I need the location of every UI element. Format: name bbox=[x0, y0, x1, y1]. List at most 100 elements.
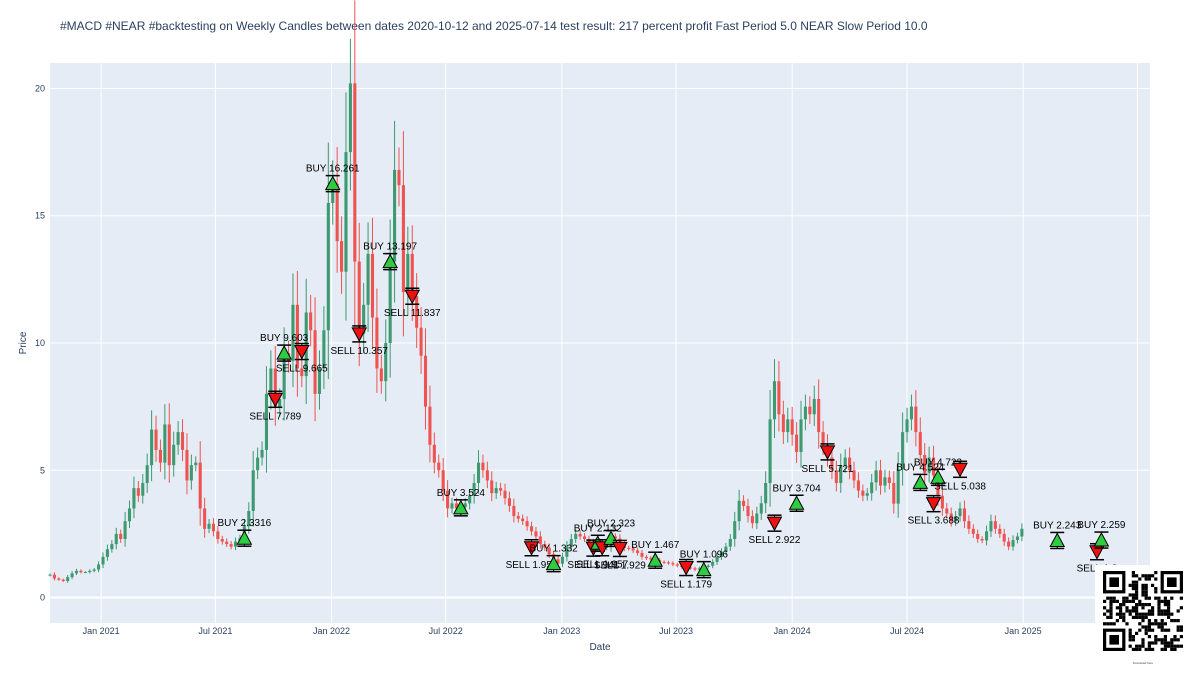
sell-marker bbox=[594, 541, 611, 556]
candle-body bbox=[967, 521, 971, 529]
candle-body bbox=[901, 432, 905, 470]
candle-body bbox=[786, 419, 790, 433]
qr-module bbox=[1157, 596, 1161, 600]
qr-module bbox=[1122, 612, 1126, 616]
qr-module bbox=[1138, 622, 1142, 626]
buy-marker bbox=[1049, 532, 1066, 547]
qr-module bbox=[1157, 606, 1161, 610]
candle-body bbox=[476, 462, 481, 483]
y-axis-title: Price bbox=[18, 331, 29, 354]
candle-body bbox=[817, 399, 821, 433]
qr-module bbox=[1106, 609, 1110, 613]
qr-module bbox=[1138, 577, 1142, 581]
candle-body bbox=[574, 533, 578, 539]
qr-module bbox=[1135, 609, 1139, 613]
qr-module bbox=[1144, 583, 1148, 587]
qr-module bbox=[1154, 577, 1158, 581]
qr-module bbox=[1141, 625, 1145, 629]
grid-lines bbox=[50, 63, 1150, 623]
candle-body bbox=[1011, 540, 1015, 547]
candle-body bbox=[264, 393, 269, 450]
candle-body bbox=[675, 564, 679, 566]
qr-module bbox=[1147, 635, 1151, 639]
qr-module bbox=[1160, 647, 1164, 651]
candle-body bbox=[848, 457, 852, 471]
candle-body bbox=[980, 539, 984, 541]
qr-module bbox=[1109, 606, 1113, 610]
candle-body bbox=[861, 490, 865, 496]
qr-module bbox=[1160, 628, 1164, 632]
qr-module bbox=[1154, 590, 1158, 594]
qr-module bbox=[1160, 609, 1164, 613]
qr-module bbox=[1167, 612, 1171, 616]
candle-body bbox=[971, 528, 975, 534]
trade-signals: BUY 2.3316 SELL 7.789 BUY 9.603 SELL 9.665 B… bbox=[218, 164, 1126, 591]
candle-body bbox=[627, 547, 631, 549]
qr-module bbox=[1131, 647, 1135, 651]
candle-body bbox=[689, 567, 693, 569]
candle-body bbox=[247, 511, 251, 527]
qr-module bbox=[1128, 609, 1132, 613]
qr-module bbox=[1119, 606, 1123, 610]
candle-body bbox=[357, 261, 361, 334]
candle-body bbox=[746, 505, 750, 517]
candle-body bbox=[582, 536, 587, 539]
buy-label: BUY 1.096 bbox=[680, 550, 729, 561]
candle-body bbox=[839, 465, 843, 483]
candle-body bbox=[220, 539, 224, 542]
qr-module bbox=[1131, 638, 1135, 642]
candle-body bbox=[251, 470, 255, 511]
candle-body bbox=[923, 455, 927, 473]
candle-body bbox=[428, 406, 432, 445]
qr-module bbox=[1179, 635, 1183, 639]
candle-body bbox=[198, 462, 202, 509]
qr-module bbox=[1138, 628, 1142, 632]
qr-module bbox=[1131, 599, 1135, 603]
sell-marker bbox=[293, 345, 310, 360]
candle-body bbox=[260, 449, 264, 458]
qr-module bbox=[1160, 641, 1164, 645]
qr-module bbox=[1119, 615, 1123, 619]
qr-module bbox=[1170, 638, 1174, 642]
qr-code-panel[interactable]: Download here bbox=[1095, 565, 1191, 675]
candle-body bbox=[830, 457, 834, 471]
qr-module bbox=[1119, 612, 1123, 616]
qr-module bbox=[1163, 603, 1167, 607]
qr-module bbox=[1179, 625, 1183, 629]
x-tick-label: Jul 2022 bbox=[429, 626, 463, 636]
qr-module bbox=[1170, 612, 1174, 616]
qr-module bbox=[1109, 612, 1113, 616]
qr-module bbox=[1160, 599, 1164, 603]
candle-body bbox=[878, 470, 883, 486]
sell-marker bbox=[404, 289, 421, 305]
qr-module bbox=[1157, 599, 1161, 603]
qr-module bbox=[1170, 619, 1174, 623]
candle-body bbox=[945, 508, 949, 514]
qr-module bbox=[1128, 593, 1132, 597]
candle-body bbox=[370, 253, 375, 318]
buy-marker bbox=[545, 555, 562, 571]
candle-body bbox=[189, 465, 193, 481]
candle-body bbox=[733, 521, 737, 539]
x-tick-label: Jul 2023 bbox=[659, 626, 693, 636]
candle-body bbox=[207, 523, 211, 529]
qr-module bbox=[1173, 647, 1177, 651]
candle-body bbox=[962, 508, 967, 522]
qr-module bbox=[1128, 638, 1132, 642]
candle-body bbox=[450, 503, 454, 509]
qr-module bbox=[1135, 590, 1139, 594]
qr-module bbox=[1163, 596, 1167, 600]
candle-body bbox=[781, 414, 785, 433]
candle-body bbox=[790, 419, 794, 435]
qr-module bbox=[1160, 638, 1164, 642]
candle-body bbox=[172, 444, 176, 466]
candle-body bbox=[110, 544, 114, 550]
qr-module bbox=[1144, 631, 1148, 635]
qr-module bbox=[1138, 615, 1142, 619]
candle-body bbox=[976, 533, 980, 539]
qr-module bbox=[1138, 647, 1142, 651]
candle-body bbox=[905, 419, 909, 433]
qr-code[interactable] bbox=[1103, 571, 1183, 651]
candle-body bbox=[918, 432, 922, 455]
